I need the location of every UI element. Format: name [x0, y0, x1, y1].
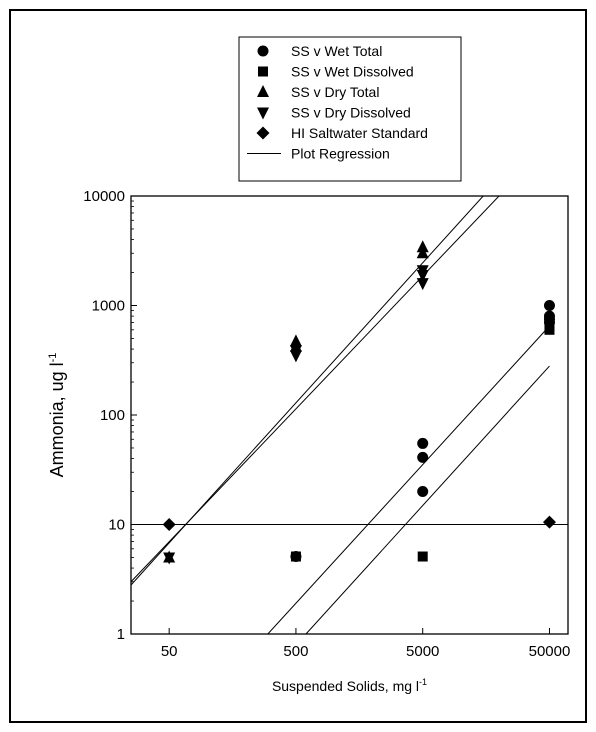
- legend-label: Plot Regression: [291, 146, 390, 162]
- data-point: [163, 552, 176, 565]
- legend: SS v Wet Total SS v Wet Dissolved SS v Dry…: [238, 36, 462, 182]
- regression-lines: [131, 196, 568, 634]
- legend-marker: [257, 85, 269, 97]
- x-tick-label: 50000: [529, 643, 571, 660]
- data-point: [417, 451, 429, 463]
- legend-marker: [257, 107, 269, 120]
- legend-marker: [256, 126, 270, 140]
- plot-area-border: [130, 195, 569, 635]
- data-point: [544, 324, 555, 335]
- x-tick-label: 5000: [406, 643, 439, 660]
- data-point: [416, 278, 429, 291]
- y-tick-label: 10: [108, 517, 125, 534]
- y-axis-label: Ammonia, ug l-1: [47, 353, 67, 478]
- legend-label: SS v Dry Dissolved: [291, 105, 411, 121]
- legend-label: SS v Wet Total: [291, 43, 382, 59]
- y-tick-label: 10000: [83, 188, 125, 205]
- regression-line: [267, 325, 550, 634]
- data-point: [416, 269, 429, 282]
- legend-box: [238, 36, 462, 182]
- data-point: [543, 300, 555, 311]
- x-tick-label: 500: [283, 643, 308, 660]
- y-tick-label: 1000: [92, 298, 125, 315]
- legend-marker: [258, 66, 268, 77]
- chart-frame: SS v Wet Total SS v Wet Dissolved SS v Dry…: [9, 9, 587, 723]
- legend-label: SS v Dry Total: [291, 84, 379, 100]
- regression-line: [305, 365, 550, 634]
- data-point: [542, 515, 556, 529]
- legend-label: HI Saltwater Standard: [291, 125, 428, 141]
- data-point: [290, 551, 301, 562]
- data-point: [289, 345, 302, 358]
- chart: SS v Wet Total SS v Wet Dissolved SS v Dry…: [47, 36, 571, 694]
- data-point: [417, 551, 428, 562]
- data-point: [162, 518, 176, 531]
- y-tick-label: 100: [100, 407, 125, 424]
- legend-marker: [257, 45, 269, 57]
- data-point: [416, 246, 429, 259]
- data-points: [162, 240, 556, 565]
- data-point: [417, 437, 429, 449]
- y-tick-label: 1: [117, 626, 125, 643]
- regression-line: [131, 196, 500, 583]
- data-point: [417, 486, 429, 498]
- legend-label: SS v Wet Dissolved: [291, 64, 414, 80]
- x-axis-label: Suspended Solids, mg l-1: [272, 677, 427, 694]
- x-tick-label: 50: [161, 643, 178, 660]
